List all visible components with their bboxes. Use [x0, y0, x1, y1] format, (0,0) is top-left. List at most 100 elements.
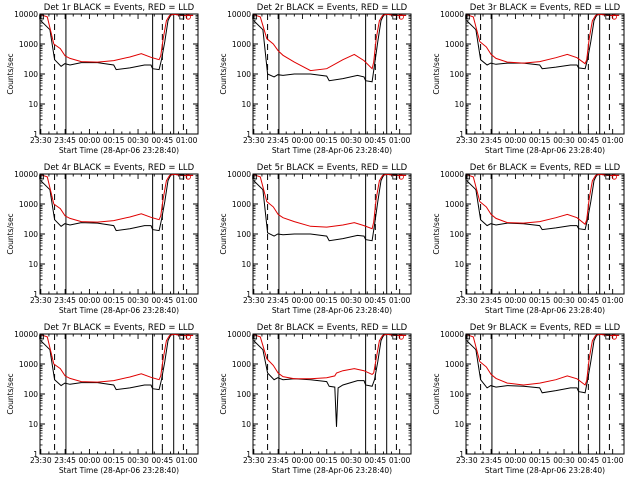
top-marker-square — [605, 14, 611, 20]
top-marker-square — [252, 334, 258, 340]
events-series-line — [466, 334, 620, 394]
plot-frame — [39, 333, 199, 455]
x-tick-label: 23:30 — [456, 136, 478, 145]
x-tick-label: 00:30 — [553, 296, 575, 305]
top-marker-square — [465, 14, 471, 20]
panel-title: Det 5r BLACK = Events, RED = LLD — [257, 163, 408, 173]
plot-frame — [252, 333, 412, 455]
y-tick-label: 1000 — [19, 40, 38, 49]
panel-det-2: Det 2r BLACK = Events, RED = LLD 1 10 100 10… — [219, 3, 412, 155]
x-tick-label: 23:45 — [267, 456, 289, 465]
lld-series-line — [40, 334, 194, 383]
panel-title: Det 6r BLACK = Events, RED = LLD — [470, 163, 621, 173]
top-marker-circle — [185, 14, 191, 20]
panel-det-5: Det 5r BLACK = Events, RED = LLD 1 10 100 10… — [219, 163, 412, 315]
top-marker-circle — [611, 334, 617, 340]
events-series-line — [466, 174, 620, 231]
plot-frame — [465, 333, 625, 455]
x-tick-label: 23:30 — [243, 136, 265, 145]
events-series-line — [40, 334, 194, 391]
x-tick-label: 00:45 — [365, 296, 387, 305]
top-marker-square — [39, 14, 45, 20]
top-marker-circle — [611, 14, 617, 20]
x-tick-label: 01:00 — [389, 456, 411, 465]
panel-title: Det 7r BLACK = Events, RED = LLD — [44, 323, 195, 333]
y-axis-title: Counts/sec — [6, 373, 15, 414]
y-tick-label: 100 — [237, 70, 252, 79]
top-marker-square — [392, 334, 398, 340]
y-tick-label: 100 — [450, 390, 465, 399]
top-marker-square — [39, 174, 45, 180]
events-series-line — [253, 334, 407, 427]
x-tick-label: 00:45 — [578, 456, 600, 465]
x-tick-label: 01:00 — [176, 296, 198, 305]
top-marker-square — [605, 334, 611, 340]
x-tick-label: 00:30 — [553, 136, 575, 145]
y-tick-label: 10 — [241, 260, 251, 269]
panel-det-4: Det 4r BLACK = Events, RED = LLD 1 10 100 10… — [6, 163, 199, 315]
top-marker-square — [252, 174, 258, 180]
y-axis-title: Counts/sec — [6, 213, 15, 254]
y-tick-label: 10000 — [440, 170, 464, 179]
panel-det-3: Det 3r BLACK = Events, RED = LLD 1 10 100 10… — [432, 3, 625, 155]
top-marker-square — [179, 14, 185, 20]
x-tick-label: 00:30 — [127, 136, 149, 145]
panel-det-9: Det 9r BLACK = Events, RED = LLD 1 10 100 10… — [432, 323, 625, 475]
y-tick-label: 100 — [450, 230, 465, 239]
lld-series-line — [253, 334, 407, 380]
x-tick-label: 01:00 — [602, 296, 624, 305]
top-marker-square — [392, 174, 398, 180]
x-tick-label: 00:45 — [578, 296, 600, 305]
top-marker-square — [252, 14, 258, 20]
events-series-line — [466, 14, 620, 70]
y-tick-label: 100 — [450, 70, 465, 79]
top-marker-circle — [185, 334, 191, 340]
y-axis-title: Counts/sec — [219, 373, 228, 414]
y-tick-label: 10 — [454, 420, 464, 429]
x-tick-label: 23:45 — [480, 136, 502, 145]
y-tick-label: 1 — [459, 290, 464, 299]
x-tick-label: 00:15 — [529, 136, 551, 145]
x-tick-label: 23:30 — [243, 296, 265, 305]
x-tick-label: 00:15 — [529, 296, 551, 305]
x-tick-label: 23:30 — [30, 296, 52, 305]
x-tick-label: 23:30 — [30, 456, 52, 465]
y-tick-label: 1000 — [232, 360, 251, 369]
x-tick-label: 00:30 — [340, 456, 362, 465]
x-tick-label: 23:45 — [480, 456, 502, 465]
y-axis-title: Counts/sec — [432, 53, 441, 94]
y-axis-title: Counts/sec — [432, 213, 441, 254]
x-tick-label: 23:45 — [54, 456, 76, 465]
x-tick-label: 01:00 — [602, 136, 624, 145]
y-tick-label: 1 — [33, 290, 38, 299]
panel-title: Det 9r BLACK = Events, RED = LLD — [470, 323, 621, 333]
panel-det-1: Det 1r BLACK = Events, RED = LLD 1 10 100 10… — [6, 3, 199, 155]
y-tick-label: 10000 — [227, 170, 251, 179]
plot-frame — [252, 13, 412, 135]
y-tick-label: 10000 — [440, 10, 464, 19]
y-tick-label: 1000 — [19, 200, 38, 209]
panel-title: Det 1r BLACK = Events, RED = LLD — [44, 3, 195, 13]
panel-title: Det 8r BLACK = Events, RED = LLD — [257, 323, 408, 333]
x-tick-label: 01:00 — [176, 136, 198, 145]
plot-frame — [252, 173, 412, 295]
top-marker-circle — [185, 174, 191, 180]
x-tick-label: 00:00 — [79, 136, 101, 145]
x-tick-label: 23:45 — [267, 296, 289, 305]
y-tick-label: 1000 — [232, 40, 251, 49]
y-axis-title: Counts/sec — [219, 53, 228, 94]
y-tick-label: 1000 — [19, 360, 38, 369]
x-tick-label: 01:00 — [389, 136, 411, 145]
x-tick-label: 23:45 — [267, 136, 289, 145]
x-axis-title: Start Time (28-Apr-06 23:28:40) — [485, 306, 605, 315]
y-tick-label: 10 — [241, 100, 251, 109]
lld-series-line — [253, 14, 407, 72]
y-tick-label: 10 — [28, 260, 38, 269]
y-tick-label: 100 — [237, 390, 252, 399]
x-tick-label: 00:00 — [505, 456, 527, 465]
y-tick-label: 10 — [454, 260, 464, 269]
x-tick-label: 23:45 — [480, 296, 502, 305]
top-marker-square — [39, 334, 45, 340]
y-tick-label: 100 — [24, 230, 39, 239]
